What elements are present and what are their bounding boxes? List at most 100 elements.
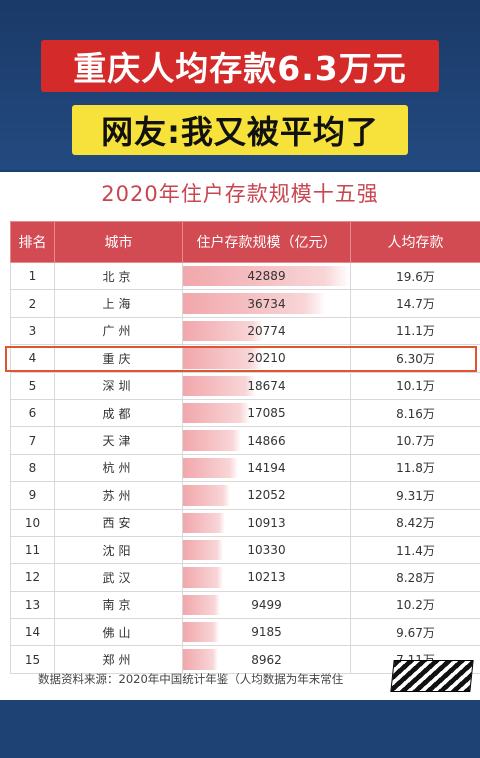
deposit-cell: 18674	[182, 371, 351, 400]
subheadline: 网友:我又被平均了	[72, 105, 408, 155]
deposit-value: 17085	[247, 406, 286, 421]
deposit-cell: 10913	[182, 508, 351, 537]
per-capita-cell: 8.42万	[350, 508, 480, 537]
rank-cell: 15	[10, 645, 55, 674]
deposit-bar	[183, 539, 224, 561]
per-capita-cell: 8.28万	[350, 563, 480, 592]
city-cell: 上海	[54, 289, 183, 318]
deposit-value: 14194	[247, 460, 286, 475]
city-cell: 天津	[54, 426, 183, 455]
deposit-bar	[183, 402, 250, 424]
bottom-band	[0, 700, 480, 758]
deposit-cell: 20210	[182, 344, 351, 373]
header-city: 城市	[54, 221, 183, 263]
deposit-value: 20210	[247, 351, 286, 366]
deposit-value: 36734	[247, 296, 286, 311]
rank-cell: 14	[10, 618, 55, 647]
city-cell: 成都	[54, 398, 183, 428]
rank-cell: 11	[10, 535, 55, 565]
table-row: 2 上海 36734 14.7万	[10, 289, 480, 318]
deposit-bar	[183, 293, 327, 314]
rank-cell: 8	[10, 453, 55, 483]
deposit-value: 42889	[247, 269, 286, 284]
deposit-cell: 9499	[182, 590, 351, 620]
rank-cell: 7	[10, 426, 55, 455]
rank-cell: 1	[10, 261, 55, 291]
deposit-bar	[183, 348, 262, 369]
deposit-bar	[183, 320, 264, 342]
table-row: 13 南京 9499 10.2万	[10, 590, 480, 620]
source-note: 数据资料来源：2020年中国统计年鉴（人均数据为年末常住	[38, 672, 344, 686]
per-capita-cell: 9.67万	[350, 618, 480, 647]
city-cell: 佛山	[54, 618, 183, 647]
header-per-capita: 人均存款	[350, 221, 480, 263]
deposit-bar	[183, 430, 241, 451]
per-capita-cell: 10.1万	[350, 371, 480, 400]
per-capita-cell: 6.30万	[350, 344, 480, 373]
rank-cell: 6	[10, 398, 55, 428]
deposit-bar	[183, 375, 256, 396]
rank-cell: 12	[10, 563, 55, 592]
deposit-bar	[183, 649, 218, 670]
per-capita-cell: 14.7万	[350, 289, 480, 318]
per-capita-cell: 19.6万	[350, 261, 480, 291]
deposit-bar	[183, 567, 223, 588]
deposit-cell: 14866	[182, 426, 351, 455]
city-cell: 苏州	[54, 481, 183, 510]
deposit-bar	[183, 594, 220, 616]
table-header-row: 排名 城市 住户存款规模（亿元） 人均存款	[10, 221, 480, 263]
deposit-value: 9185	[251, 625, 282, 640]
per-capita-cell: 11.1万	[350, 316, 480, 346]
city-cell: 重庆	[54, 344, 183, 373]
deposit-cell: 10213	[182, 563, 351, 592]
deposit-cell: 20774	[182, 316, 351, 346]
rank-cell: 13	[10, 590, 55, 620]
deposit-cell: 36734	[182, 289, 351, 318]
rank-cell: 2	[10, 289, 55, 318]
per-capita-cell: 9.31万	[350, 481, 480, 510]
city-cell: 沈阳	[54, 535, 183, 565]
table-row: 4 重庆 20210 6.30万	[10, 344, 480, 373]
headline: 重庆人均存款6.3万元	[41, 40, 439, 92]
per-capita-cell: 11.8万	[350, 453, 480, 483]
city-cell: 西安	[54, 508, 183, 537]
city-cell: 广州	[54, 316, 183, 346]
deposit-bar	[183, 266, 350, 287]
glitch-artifact	[390, 660, 474, 692]
table-row: 7 天津 14866 10.7万	[10, 426, 480, 455]
city-cell: 北京	[54, 261, 183, 291]
city-cell: 武汉	[54, 563, 183, 592]
deposit-cell: 10330	[182, 535, 351, 565]
deposit-value: 12052	[247, 488, 286, 503]
deposit-bar	[183, 485, 230, 506]
deposit-cell: 42889	[182, 261, 351, 291]
city-cell: 深圳	[54, 371, 183, 400]
deposit-value: 8962	[251, 652, 282, 667]
table-row: 12 武汉 10213 8.28万	[10, 563, 480, 592]
table-row: 10 西安 10913 8.42万	[10, 508, 480, 537]
deposit-cell: 9185	[182, 618, 351, 647]
table-title: 2020年住户存款规模十五强	[101, 182, 379, 206]
header-rank: 排名	[10, 221, 55, 263]
deposit-value: 20774	[247, 323, 286, 338]
per-capita-cell: 10.7万	[350, 426, 480, 455]
table-row: 1 北京 42889 19.6万	[10, 261, 480, 291]
deposit-cell: 14194	[182, 453, 351, 483]
ranking-table: 排名 城市 住户存款规模（亿元） 人均存款 1 北京 42889 19.6万 2 上海 36…	[10, 221, 480, 674]
deposit-cell: 17085	[182, 398, 351, 428]
deposit-value: 10913	[247, 515, 286, 530]
table-row: 11 沈阳 10330 11.4万	[10, 535, 480, 565]
rank-cell: 3	[10, 316, 55, 346]
table-row: 3 广州 20774 11.1万	[10, 316, 480, 346]
per-capita-cell: 10.2万	[350, 590, 480, 620]
per-capita-cell: 8.16万	[350, 398, 480, 428]
deposit-bar	[183, 457, 239, 479]
deposit-value: 18674	[247, 378, 286, 393]
table-row: 6 成都 17085 8.16万	[10, 398, 480, 428]
table-row: 5 深圳 18674 10.1万	[10, 371, 480, 400]
deposit-bar	[183, 622, 219, 643]
deposit-cell: 8962	[182, 645, 351, 674]
per-capita-cell: 11.4万	[350, 535, 480, 565]
rank-cell: 5	[10, 371, 55, 400]
deposit-bar	[183, 512, 226, 533]
